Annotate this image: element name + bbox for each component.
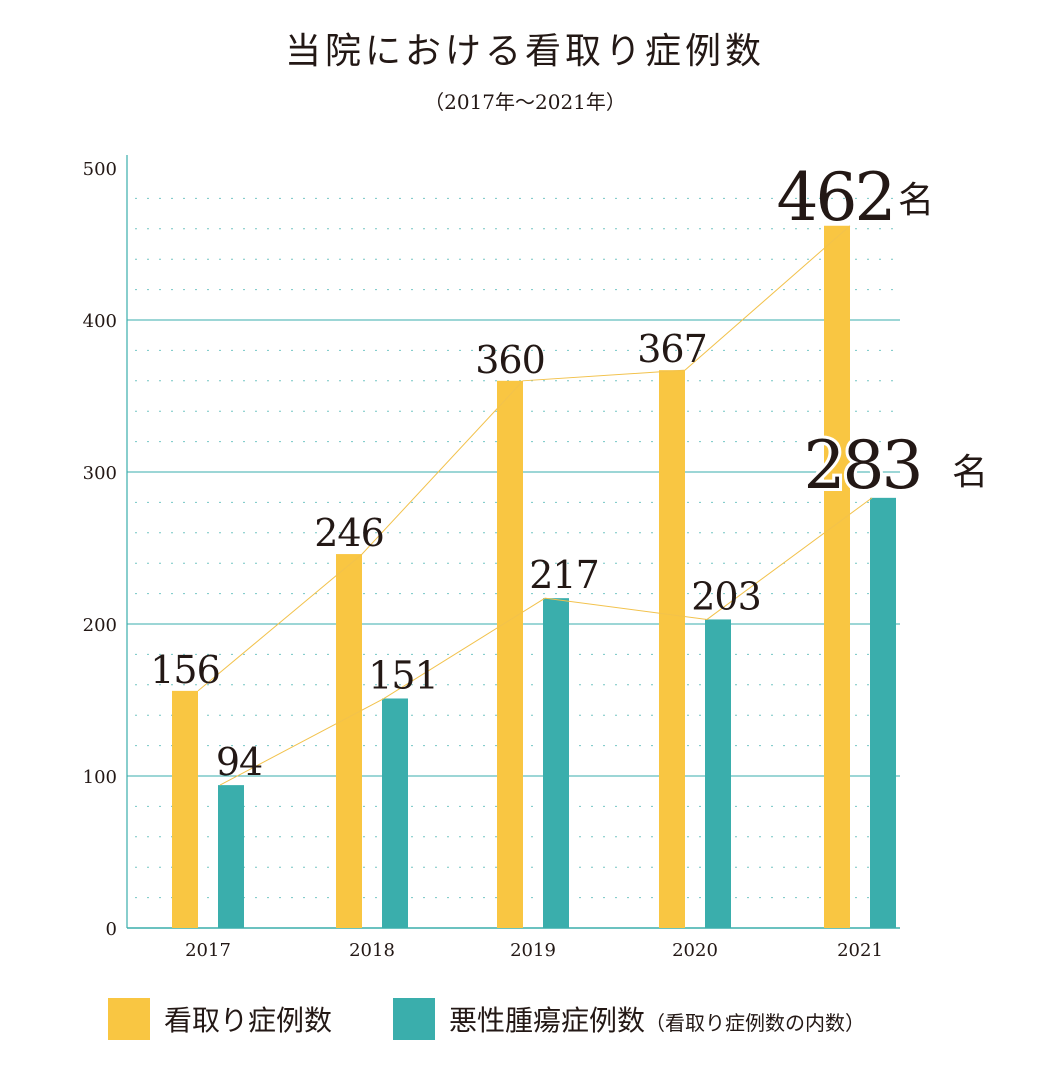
data-label-cancer: 151 — [368, 653, 438, 697]
y-tick-label: 0 — [106, 919, 117, 940]
legend-note: （看取り症例数の内数） — [645, 1011, 866, 1035]
legend-item-mitori: 看取り症例数 — [108, 998, 332, 1040]
y-tick-label: 200 — [83, 615, 117, 636]
trend-line-mitori — [197, 225, 851, 692]
data-label-mitori: 367 — [637, 327, 707, 371]
bar-mitori-2021 — [824, 225, 850, 928]
chart-subtitle: （2017年～2021年） — [424, 90, 626, 114]
data-label-cancer: 217 — [529, 553, 599, 597]
data-label-mitori: 360 — [475, 338, 545, 382]
y-tick-label: 500 — [83, 159, 117, 180]
legend-label-mitori: 看取り症例数 — [164, 1004, 333, 1037]
data-label-cancer: 203 — [691, 574, 761, 618]
x-tick-label: 2020 — [672, 940, 718, 961]
data-label-mitori: 462 — [777, 159, 894, 236]
y-tick-label: 100 — [83, 767, 117, 788]
x-tick-label: 2019 — [510, 940, 556, 961]
data-label-mitori: 156 — [150, 648, 220, 692]
data-label-cancer: 94 — [216, 740, 262, 784]
legend-label-cancer: 悪性腫瘍症例数（看取り症例数の内数） — [449, 1004, 866, 1037]
legend-item-cancer: 悪性腫瘍症例数（看取り症例数の内数） — [393, 998, 865, 1040]
bar-chart: 0 100 200 300 400 500 2017 2018 2019 2020 2021 156 2… — [83, 155, 988, 961]
bar-mitori-2018 — [336, 554, 362, 928]
chart-title: 当院における看取り症例数 — [284, 31, 765, 72]
bar-cancer-2018 — [382, 698, 408, 928]
bar-cancer-2017 — [218, 785, 244, 928]
bar-mitori-2020 — [659, 370, 685, 928]
bar-cancer-2021 — [870, 497, 896, 928]
unit-label-cancer: 名 — [952, 452, 988, 493]
bar-cancer-2019 — [543, 598, 569, 928]
unit-label-mitori: 名 — [898, 180, 934, 221]
data-label-mitori: 246 — [314, 511, 384, 555]
legend-swatch-mitori — [108, 998, 150, 1040]
x-tick-label: 2021 — [837, 940, 883, 961]
data-label-cancer: 283 — [804, 427, 921, 504]
bar-mitori-2019 — [497, 380, 523, 928]
trend-line-cancer — [219, 497, 873, 786]
y-tick-label: 400 — [83, 311, 117, 332]
y-tick-label: 300 — [83, 463, 117, 484]
bar-mitori-2017 — [172, 690, 198, 928]
x-tick-label: 2018 — [349, 940, 395, 961]
legend-swatch-cancer — [393, 998, 435, 1040]
bar-cancer-2020 — [705, 619, 731, 928]
x-tick-label: 2017 — [185, 940, 231, 961]
